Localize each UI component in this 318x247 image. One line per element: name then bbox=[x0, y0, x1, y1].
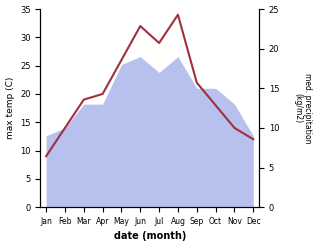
Y-axis label: med. precipitation
(kg/m2): med. precipitation (kg/m2) bbox=[293, 73, 313, 143]
Y-axis label: max temp (C): max temp (C) bbox=[5, 77, 15, 139]
X-axis label: date (month): date (month) bbox=[114, 231, 186, 242]
